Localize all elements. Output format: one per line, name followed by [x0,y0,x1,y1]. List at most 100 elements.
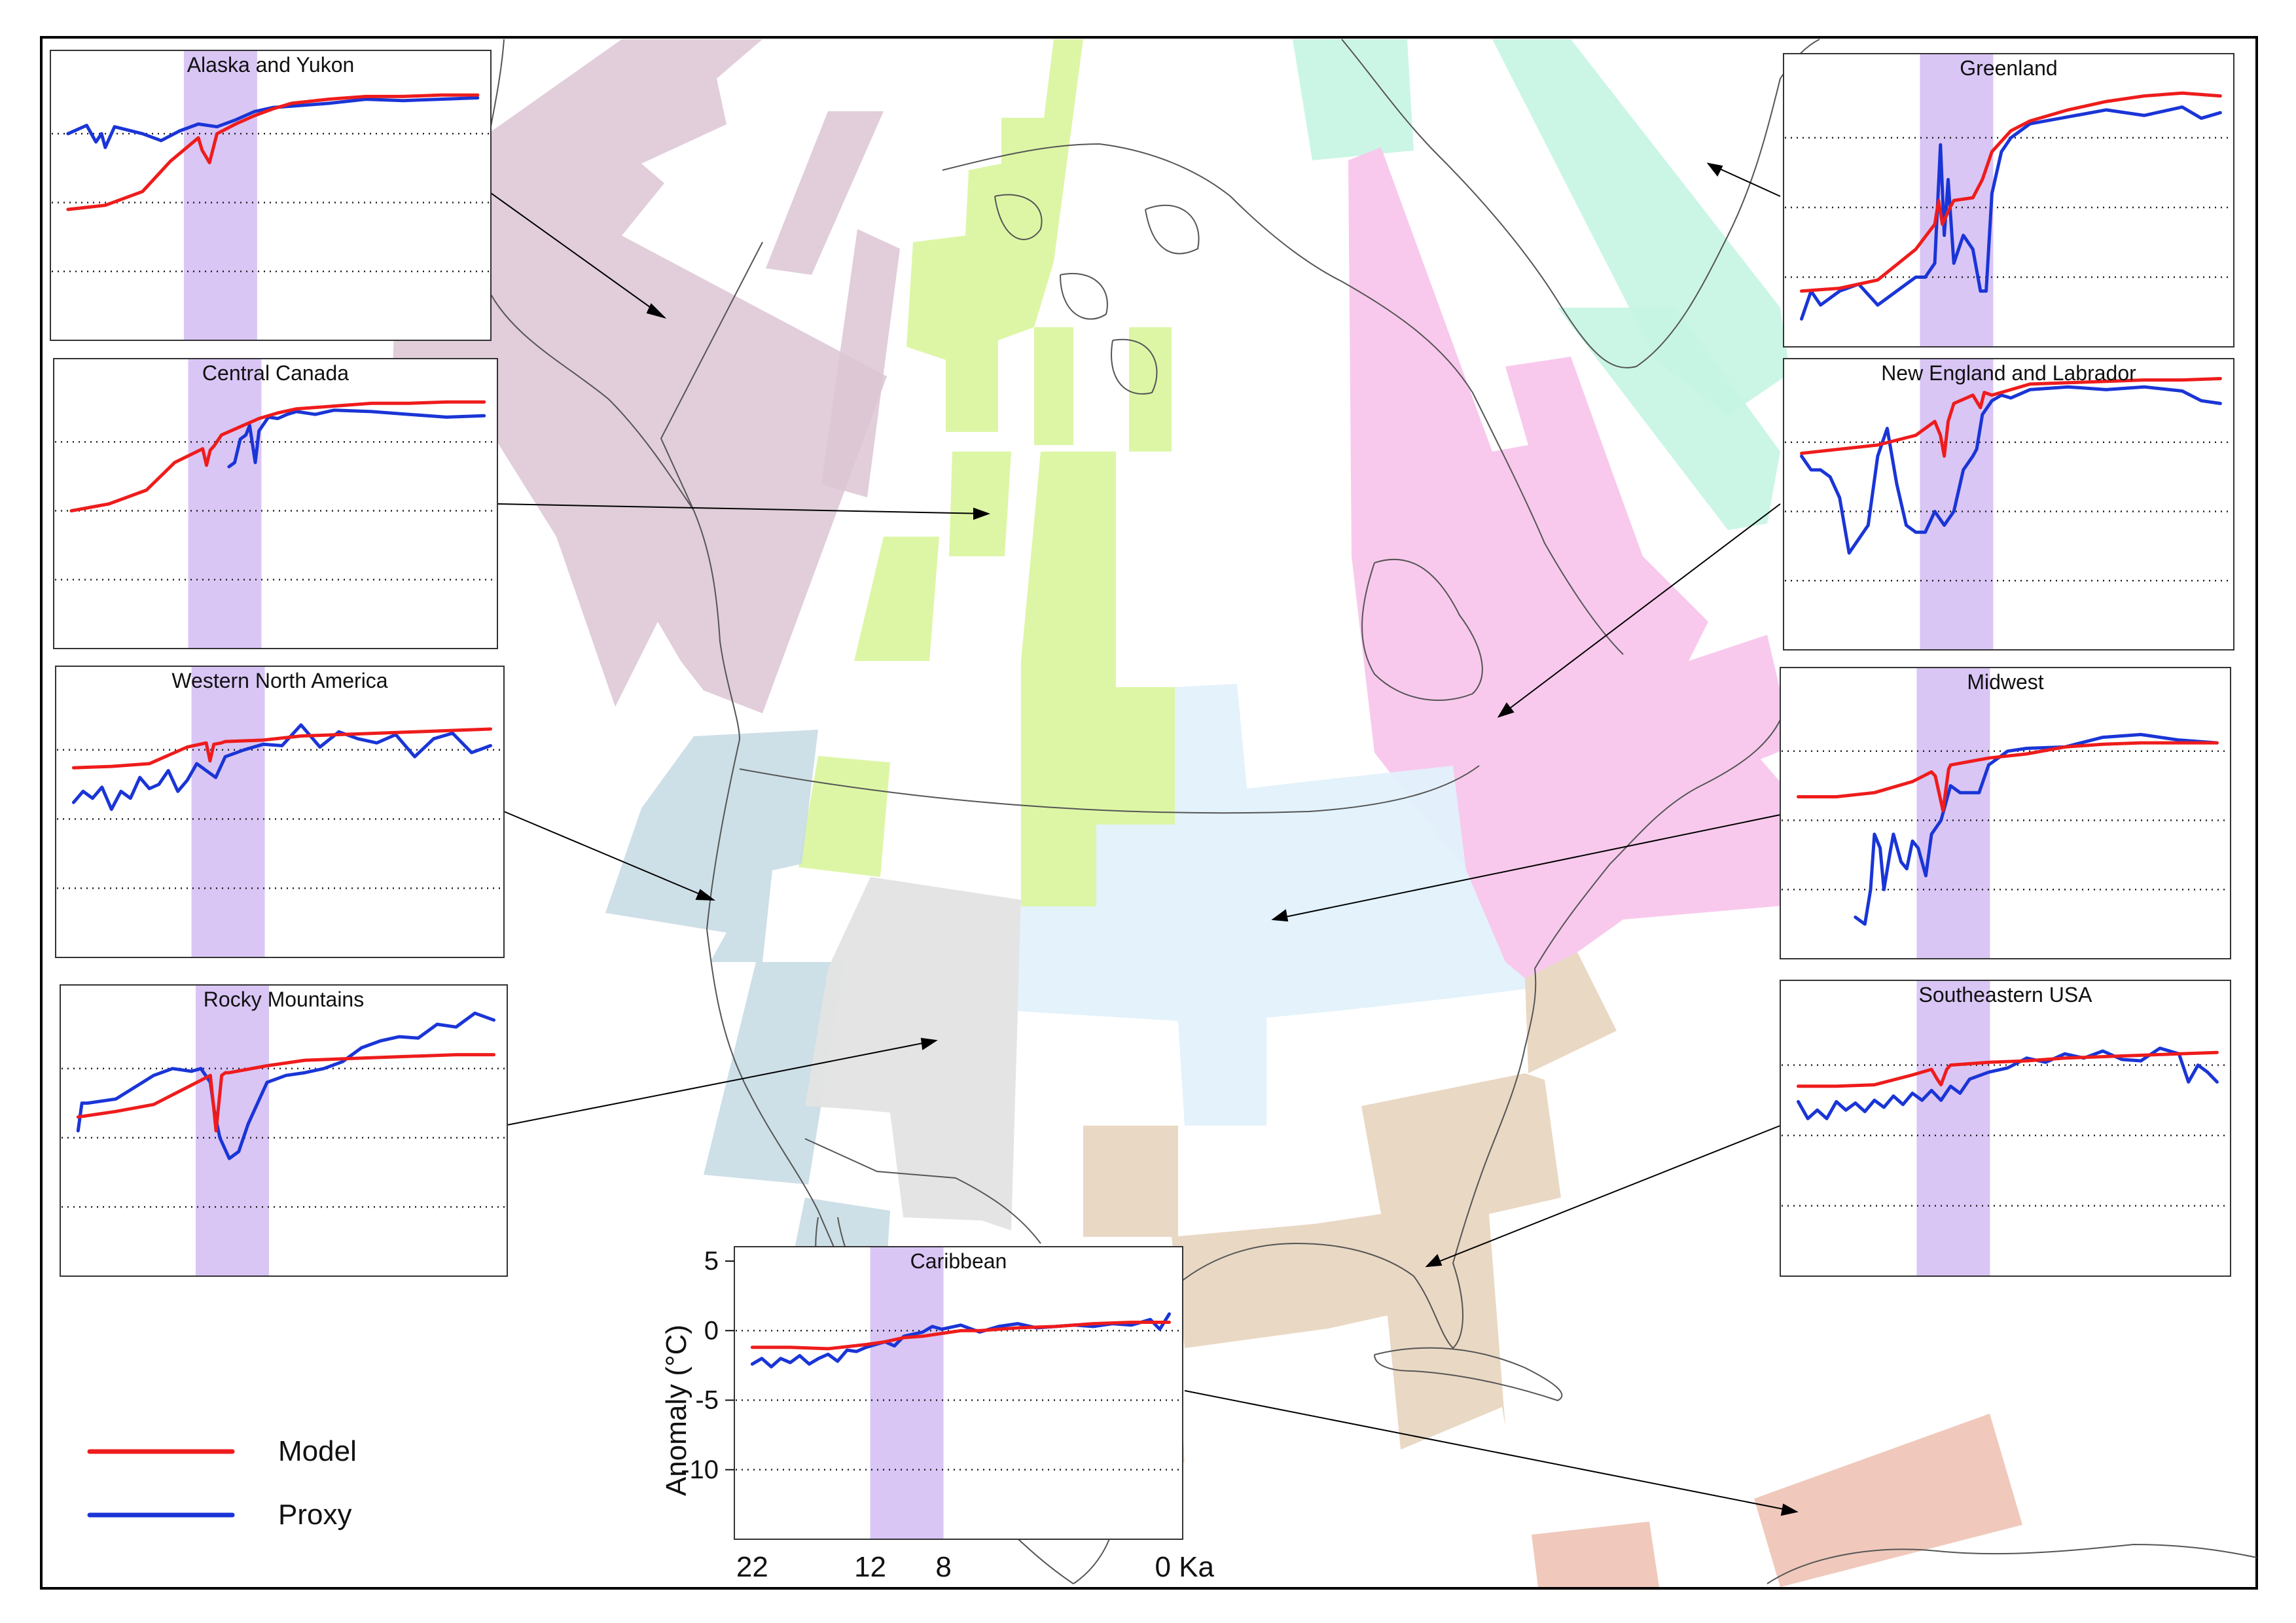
legend-proxy-label: Proxy [278,1499,351,1531]
x-tick-label: 0 Ka [1155,1551,1214,1583]
inset-greenland: Greenland [1783,53,2234,348]
inset-title: Southeastern USA [1918,983,2092,1007]
series-proxy [227,408,486,469]
patch-central-canada-7 [798,756,890,877]
coastline-hudson-bay [1361,558,1483,701]
arrow-central-canada [497,503,990,520]
inset-frame [1780,980,2231,1277]
series-proxy [66,96,480,149]
series-model [76,1053,495,1133]
inset-title: Rocky Mountains [204,988,364,1011]
patch-rocky-mountains [805,877,1021,1230]
x-tick-label: 8 [935,1551,951,1583]
arrows [490,162,1799,1516]
arrow-caribbean [1184,1390,1799,1516]
highlight-band [183,51,257,340]
inset-frame [55,666,505,958]
patch-alaska-yukon-3 [821,229,900,497]
inset-frame [734,1246,1183,1540]
series-model [750,1321,1171,1351]
y-tick-label: 0 [704,1316,719,1345]
inset-frame [1783,358,2234,651]
patch-central-canada-2 [1034,327,1073,445]
inset-frame [50,50,492,341]
coastline-islands [994,194,1200,395]
inset-frame [1783,53,2234,348]
y-tick-label: -10 [681,1455,719,1484]
highlight-band [188,359,262,648]
highlight-band [1916,981,1990,1275]
patch-alaska-yukon-2 [766,111,884,275]
series-model [66,93,480,211]
patch-southeastern-usa-2 [1172,1073,1561,1450]
patch-alaska-yukon [393,39,887,713]
inset-rocky-mountains: Rocky Mountains [60,984,508,1277]
arrow-western-north-america [503,811,716,901]
inset-new-england-and-labrador: New England and Labrador [1783,358,2234,651]
series-proxy [1800,105,2222,321]
inset-frame [53,358,498,649]
series-legend: Model Proxy [87,1435,357,1531]
patch-midwest [1018,684,1532,1126]
patch-central-canada-6 [1021,452,1175,906]
border-us-canada [739,765,1480,814]
series-model [1800,91,2222,293]
legend-model-label: Model [278,1435,357,1467]
highlight-band [195,986,269,1275]
highlight-band [191,667,265,957]
inset-title: New England and Labrador [1881,361,2136,385]
inset-panels: Alaska and Yukon Greenland Central Canada N… [50,50,2234,1583]
y-tick-label: 5 [704,1247,719,1275]
inset-midwest: Midwest [1780,667,2231,959]
series-model [1797,1050,2219,1088]
inset-title: Western North America [171,669,387,692]
patch-southeastern-usa-3 [1083,1126,1178,1237]
arrow-greenland [1706,162,1781,197]
arrow-alaska-yukon [490,192,667,319]
patch-central-canada-3 [1129,327,1172,452]
coastline-east [1534,719,1781,969]
coastline-south-america [1767,1543,2257,1584]
inset-southeastern-usa: Southeastern USA [1780,980,2231,1277]
x-tick-label: 22 [736,1551,768,1583]
coastline-greenland [1341,39,1820,368]
inset-caribbean: Caribbean [734,1246,1183,1540]
border-alaska-canada [660,241,763,511]
x-tick-label: 12 [854,1551,886,1583]
y-axis-label: Anomaly (°C) [660,1325,692,1496]
patch-greenland [1293,39,1414,160]
series-model [1797,741,2219,813]
highlight-band [870,1247,944,1539]
inset-alaska-and-yukon: Alaska and Yukon [50,50,492,341]
series-proxy [1854,732,2219,926]
inset-frame [1780,667,2231,959]
patch-southeastern-usa [1525,952,1617,1073]
inset-title: Central Canada [202,361,349,385]
coastline-cuba [1374,1347,1563,1402]
patch-caribbean-3 [1532,1522,1659,1587]
highlight-band [1916,668,1990,958]
coastline-north [942,143,1624,655]
arrow-southeastern-usa [1425,1125,1781,1268]
y-tick-label: -5 [695,1386,719,1415]
arrow-midwest [1271,814,1781,922]
patch-central-canada [906,39,1083,432]
inset-frame [60,984,508,1277]
inset-title: Alaska and Yukon [187,53,355,77]
border-us-mexico [804,1138,1041,1244]
series-proxy [71,723,492,812]
series-model [71,727,492,770]
patch-greenland-2 [1492,39,1790,416]
inset-central-canada: Central Canada [53,358,498,649]
arrow-rocky-mountains [503,1037,938,1126]
series-proxy [1800,385,2222,555]
patch-caribbean-2 [1754,1414,2022,1587]
series-model [1800,377,2222,458]
inset-title: Midwest [1967,670,2043,694]
patch-western-north-america-2 [704,962,844,1185]
inset-title: Caribbean [910,1249,1007,1273]
patch-western-north-america [605,730,818,962]
inset-title: Greenland [1960,56,2057,80]
patch-central-canada-5 [854,537,939,661]
